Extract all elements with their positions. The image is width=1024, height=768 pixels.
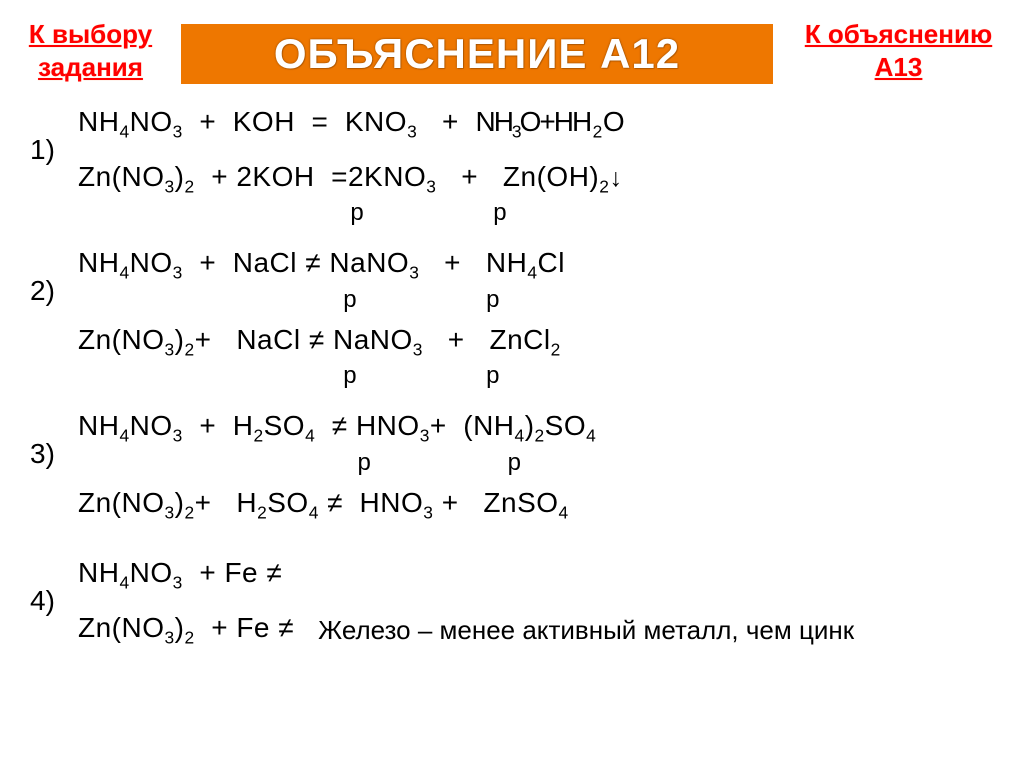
group-3-eq-2: Zn(NO3)2+ H2SO4 ≠ HNO3 + ZnSO4 [78,487,974,524]
group-4-number: 4) [30,557,78,617]
group-2-eq-1: NH4NO3 + NaCl ≠ NaNO3 + NH4Cl [78,247,974,284]
group-2: 2) NH4NO3 + NaCl ≠ NaNO3 + NH4Cl р р Zn(… [30,247,974,400]
group-2-plabels-2: р р [78,362,974,390]
group-3-plabels-1: р р [78,449,974,477]
group-4: 4) NH4NO3 + Fe ≠ Zn(NO3)2 + Fe ≠ Железо … [30,557,974,648]
nav-back-link[interactable]: К выбору задания [8,18,173,83]
group-1-plabels: р р [78,199,974,227]
group-3-number: 3) [30,410,78,470]
group-1-eq-1: NH4NO3 + KOH = KNO3 + NH3O+HH2O [78,106,974,143]
group-3-eq-1: NH4NO3 + H2SO4 ≠ HNO3+ (NH4)2SO4 [78,410,974,447]
nav-next-line2: А13 [875,52,923,82]
group-3: 3) NH4NO3 + H2SO4 ≠ HNO3+ (NH4)2SO4 р р … [30,410,974,529]
group-2-plabels-1: р р [78,286,974,314]
group-1-eq-2: Zn(NO3)2 + 2KOH =2KNO3 + Zn(OH)2↓ [78,161,974,198]
nav-back-line1: К выбору [29,19,152,49]
group-2-number: 2) [30,247,78,307]
nav-back-line2: задания [38,52,143,82]
group-1-number: 1) [30,106,78,166]
nav-next-line1: К объяснению [805,19,992,49]
title-band: ОБЪЯСНЕНИЕ А12 [181,24,773,84]
page-title: ОБЪЯСНЕНИЕ А12 [274,30,680,77]
group-4-eq-2: Zn(NO3)2 + Fe ≠ [78,612,294,649]
group-2-eq-2: Zn(NO3)2+ NaCl ≠ NaNO3 + ZnCl2 [78,324,974,361]
content-area: 1) NH4NO3 + KOH = KNO3 + NH3O+HH2O Zn(NO… [0,84,1024,648]
group-1: 1) NH4NO3 + KOH = KNO3 + NH3O+HH2O Zn(NO… [30,106,974,237]
group-4-eq-1: NH4NO3 + Fe ≠ [78,557,974,594]
group-4-note: Железо – менее активный металл, чем цинк [318,615,854,646]
nav-next-link[interactable]: К объяснению А13 [781,18,1016,83]
